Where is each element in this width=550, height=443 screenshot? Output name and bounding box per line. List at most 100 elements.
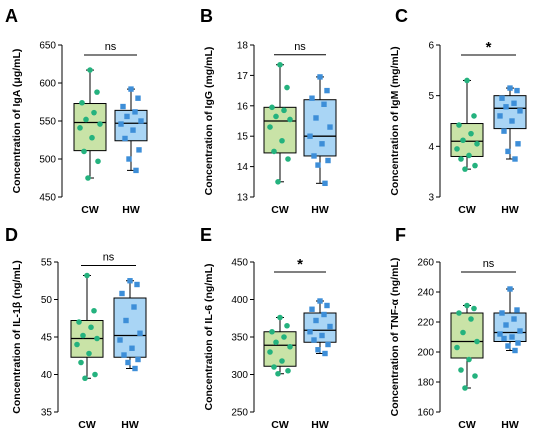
data-point <box>472 162 478 169</box>
data-point <box>324 302 330 309</box>
panel-letter: A <box>5 6 18 26</box>
box-iqr <box>450 123 484 157</box>
box-cw <box>73 67 107 181</box>
y-tick-label: 220 <box>417 318 434 329</box>
box-cw <box>263 314 297 377</box>
data-point <box>86 350 92 357</box>
y-tick-label: 240 <box>417 288 434 299</box>
data-point <box>499 95 505 101</box>
y-tick-label: 350 <box>231 333 248 344</box>
data-point <box>80 332 86 339</box>
data-point <box>466 356 472 363</box>
data-point <box>137 330 143 336</box>
y-tick-label: 5 <box>428 91 434 102</box>
data-point <box>315 162 321 168</box>
data-point <box>507 286 513 292</box>
data-point <box>317 74 323 80</box>
x-tick-label: HW <box>501 419 519 431</box>
data-point <box>129 345 135 351</box>
data-point <box>327 124 333 130</box>
data-point <box>509 118 515 124</box>
data-point <box>515 340 521 346</box>
panel-b: B Concentration of IgG (mg/mL) 13 14 15 16 17 1… <box>200 6 337 216</box>
y-tick-label: 13 <box>237 193 249 204</box>
data-point <box>120 103 126 110</box>
y-tick-label: 650 <box>39 41 56 52</box>
x-tick-label: CW <box>458 204 476 216</box>
data-point <box>462 385 468 391</box>
y-tick-label: 18 <box>237 41 249 52</box>
data-point <box>281 107 287 114</box>
box-iqr <box>303 99 337 157</box>
data-point <box>133 167 139 174</box>
data-point <box>499 310 505 316</box>
data-point <box>271 364 277 370</box>
panel-letter: D <box>5 225 18 245</box>
significance-label: * <box>486 39 492 56</box>
data-point <box>275 370 281 377</box>
data-point <box>458 367 464 373</box>
data-point <box>76 319 82 325</box>
x-tick-label: CW <box>81 204 99 216</box>
data-point <box>134 281 140 288</box>
data-point <box>321 311 327 318</box>
data-point <box>88 324 94 331</box>
data-point <box>87 67 93 73</box>
data-point <box>503 322 509 328</box>
data-point <box>285 367 291 374</box>
significance-label: ns <box>105 41 117 53</box>
y-axis-title: Concentration of IL-1β (ng/mL) <box>11 260 23 413</box>
x-tick-label: CW <box>458 419 476 431</box>
y-tick-label: 160 <box>417 408 434 419</box>
data-point <box>309 306 315 312</box>
box-iqr <box>263 106 297 154</box>
data-point <box>284 84 290 91</box>
data-point <box>269 104 275 111</box>
y-tick-label: 450 <box>39 193 56 204</box>
data-point <box>313 317 319 324</box>
data-point <box>287 343 293 350</box>
data-point <box>128 86 134 92</box>
data-point <box>94 89 100 95</box>
data-point <box>458 156 464 162</box>
panel-c: C Concentration of IgM (mg/mL) 3 4 5 6 CW HW * <box>389 6 527 216</box>
data-point <box>309 95 315 101</box>
data-point <box>132 365 138 372</box>
data-point <box>95 158 101 165</box>
box-hw <box>493 286 527 354</box>
y-tick-label: 17 <box>237 71 249 82</box>
data-point <box>273 113 279 120</box>
data-point <box>460 137 466 144</box>
box-hw <box>493 85 527 162</box>
data-point <box>267 124 273 130</box>
data-point <box>89 134 95 141</box>
data-point <box>136 147 142 153</box>
data-point <box>77 125 83 131</box>
data-point <box>327 323 333 330</box>
data-point <box>515 141 521 147</box>
data-point <box>127 278 133 284</box>
box-iqr <box>73 103 107 152</box>
data-point <box>509 334 515 340</box>
data-point <box>501 335 507 342</box>
data-point <box>132 109 138 115</box>
x-tick-label: HW <box>311 204 329 216</box>
y-tick-label: 400 <box>231 295 248 306</box>
data-point <box>273 339 279 346</box>
data-point <box>82 375 88 382</box>
data-point <box>472 373 478 379</box>
data-point <box>497 331 503 337</box>
data-point <box>474 338 480 345</box>
x-tick-label: CW <box>271 204 289 216</box>
panel-e: E Concentration of IL-6 (ng/mL) 250 300 350 4… <box>200 225 337 431</box>
significance-label: ns <box>103 252 115 264</box>
data-point <box>462 166 468 172</box>
data-point <box>456 122 462 128</box>
data-point <box>83 116 89 123</box>
y-tick-label: 180 <box>417 378 434 389</box>
y-tick-label: 300 <box>231 370 248 381</box>
data-point <box>468 130 474 137</box>
data-point <box>313 115 319 121</box>
y-tick-label: 45 <box>41 333 53 344</box>
x-tick-label: HW <box>122 204 140 216</box>
